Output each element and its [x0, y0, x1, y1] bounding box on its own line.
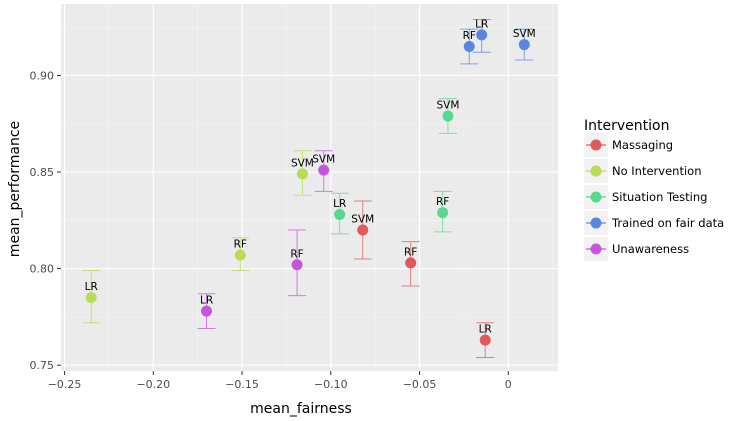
x-axis-title: mean_fairness: [250, 401, 352, 417]
legend-label: Situation Testing: [612, 190, 707, 204]
data-point: [291, 259, 303, 271]
legend-title: Intervention: [584, 118, 669, 134]
data-point: [296, 168, 308, 180]
point-label: SVM: [513, 28, 536, 40]
legend-label: No Intervention: [612, 164, 701, 178]
x-tick-label: −0.10: [314, 378, 348, 391]
data-point: [476, 29, 488, 41]
legend-label: Unawareness: [612, 242, 689, 256]
x-tick-label: −0.25: [48, 378, 82, 391]
data-point: [405, 257, 417, 269]
data-point: [85, 292, 97, 304]
point-label: SVM: [436, 100, 459, 112]
data-point: [201, 305, 213, 317]
point-label: RF: [463, 30, 476, 42]
legend-label: Trained on fair data: [611, 216, 724, 230]
grid-layer: [61, 4, 558, 371]
point-label: LR: [479, 324, 492, 336]
y-tick-label: 0.90: [30, 69, 55, 82]
axis-layer: −0.25 −0.20 −0.15 −0.10 −0.05 0 0.75 0.80 0.85 0.…: [30, 69, 512, 391]
legend-key-point: [590, 165, 602, 177]
legend-key-point: [590, 243, 602, 255]
y-tick-label: 0.80: [30, 263, 55, 276]
data-point: [479, 334, 491, 346]
legend: Intervention Massaging No Intervention Sit…: [584, 118, 724, 261]
point-label: RF: [290, 248, 303, 260]
legend-key-point: [590, 217, 602, 229]
legend-key-point: [590, 139, 602, 151]
point-label: RF: [404, 246, 417, 258]
legend-label: Massaging: [612, 138, 673, 152]
data-point: [234, 249, 246, 261]
data-point: [442, 110, 454, 122]
point-label: RF: [234, 239, 247, 251]
point-layer: [85, 29, 530, 346]
legend-key-point: [590, 191, 602, 203]
y-tick-label: 0.85: [30, 166, 55, 179]
data-point: [437, 207, 449, 219]
point-label: LR: [85, 281, 98, 293]
data-point: [518, 39, 530, 51]
data-point: [318, 164, 330, 176]
data-point: [357, 224, 369, 236]
x-tick-label: −0.05: [403, 378, 437, 391]
x-tick-label: 0: [505, 378, 512, 391]
point-label: LR: [333, 198, 346, 210]
point-label: LR: [475, 18, 488, 30]
point-label: RF: [436, 196, 449, 208]
y-tick-label: 0.75: [30, 359, 55, 372]
point-label: LR: [200, 295, 213, 307]
data-point: [463, 40, 475, 52]
y-axis-title: mean_performance: [7, 121, 23, 257]
panel-background: [61, 4, 558, 371]
point-label: SVM: [312, 154, 335, 166]
x-tick-label: −0.20: [136, 378, 170, 391]
x-tick-label: −0.15: [225, 378, 259, 391]
point-label: SVM: [351, 213, 374, 225]
data-point: [334, 209, 346, 221]
point-label: SVM: [291, 157, 314, 169]
